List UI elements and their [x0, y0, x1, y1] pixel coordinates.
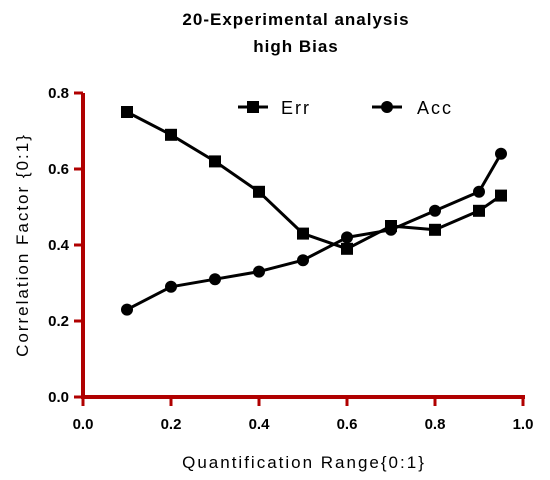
data-point-acc: [341, 231, 353, 244]
y-tick-label: 0.4: [48, 237, 70, 254]
data-point-err: [165, 128, 177, 141]
legend-marker-acc: [381, 101, 393, 113]
ticks: 0.0 0.2 0.4 0.6 0.8 1.0 0.0 0.2 0.4 0.6 0.8: [48, 85, 533, 433]
y-tick-label: 0.0: [48, 389, 69, 406]
series-line-acc: [126, 153, 503, 311]
data-point-err: [209, 155, 221, 168]
legend-label-acc: Acc: [417, 98, 453, 118]
series-err: [121, 106, 507, 255]
y-axis-label: Correlation Factor {0:1}: [13, 133, 32, 357]
y-tick-label: 0.6: [48, 161, 69, 178]
x-tick-label: 0.8: [425, 416, 446, 433]
data-point-acc: [121, 303, 133, 316]
legend-label-err: Err: [281, 98, 311, 118]
data-point-acc: [209, 273, 221, 286]
data-point-err: [121, 106, 133, 118]
data-point-acc: [253, 265, 265, 278]
series-line-err: [126, 110, 502, 251]
data-point-acc: [385, 223, 397, 236]
data-point-acc: [473, 185, 485, 198]
data-point-acc: [495, 147, 507, 160]
x-tick-label: 1.0: [513, 416, 534, 433]
series-acc: [121, 147, 507, 316]
data-point-acc: [165, 280, 177, 293]
x-tick-label: 0.2: [161, 416, 182, 433]
legend: Err Acc: [238, 98, 453, 118]
data-point-acc: [429, 204, 441, 217]
legend-marker-err: [247, 101, 259, 113]
axes: [81, 93, 525, 399]
x-tick-label: 0.0: [73, 416, 94, 433]
series-layer: [121, 106, 507, 316]
x-tick-label: 0.6: [337, 416, 358, 433]
data-point-err: [341, 242, 353, 255]
data-point-err: [495, 189, 507, 202]
y-tick-label: 0.2: [48, 313, 69, 330]
x-tick-label: 0.4: [249, 416, 271, 433]
y-tick-label: 0.8: [48, 85, 69, 102]
x-axis-label: Quantification Range{0:1}: [182, 453, 426, 472]
chart-title-line-1: 20-Experimental analysis: [182, 10, 409, 29]
data-point-err: [297, 227, 309, 240]
data-point-err: [253, 185, 265, 198]
data-point-err: [429, 223, 441, 236]
data-point-acc: [297, 254, 309, 267]
data-point-err: [473, 204, 485, 217]
chart-title-line-2: high Bias: [253, 37, 339, 56]
